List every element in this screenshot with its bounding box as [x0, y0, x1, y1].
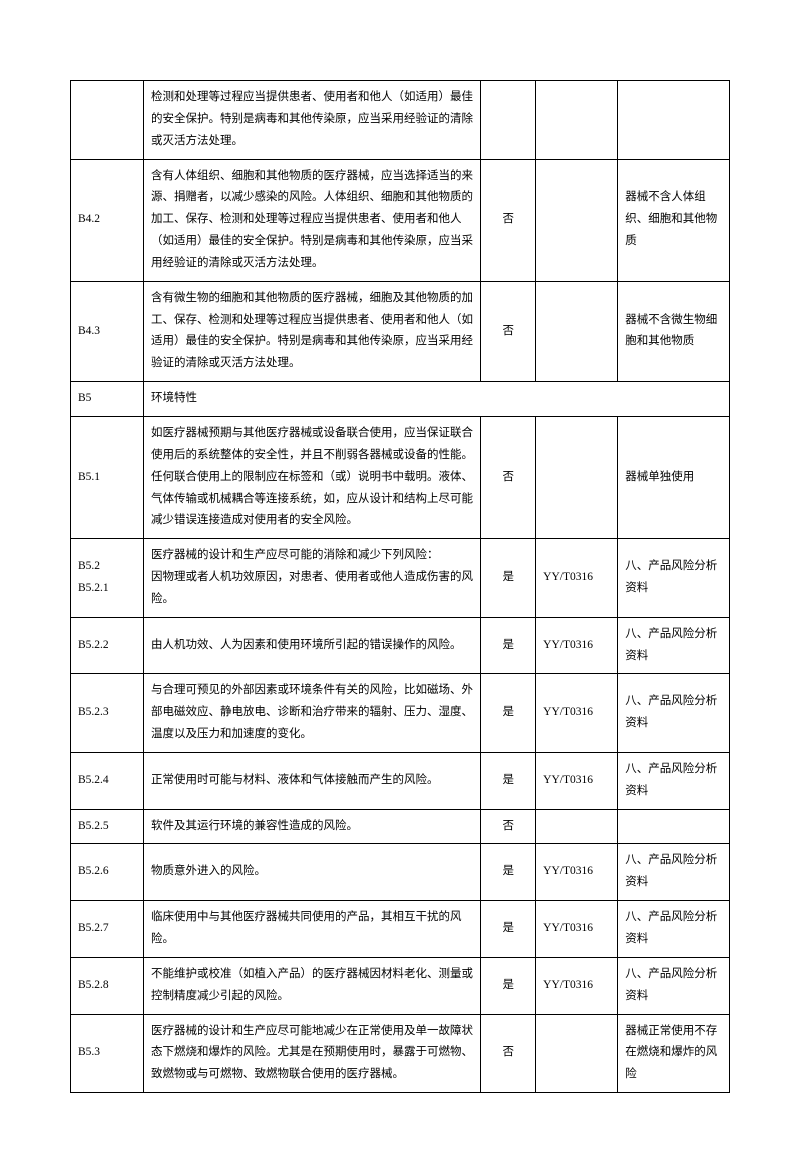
requirements-table: 检测和处理等过程应当提供患者、使用者和他人（如适用）最佳的安全保护。特别是病毒和…	[70, 80, 730, 1093]
row-id: B5.2.4	[71, 752, 144, 809]
section-header: 环境特性	[143, 382, 729, 417]
row-id: B5	[71, 382, 144, 417]
row-desc: 软件及其运行环境的兼容性造成的风险。	[143, 809, 480, 844]
row-yn	[481, 81, 536, 160]
row-id	[71, 81, 144, 160]
row-id: B5.2.5	[71, 809, 144, 844]
row-std	[536, 281, 618, 381]
row-desc: 临床使用中与其他医疗器械共同使用的产品，其相互干扰的风险。	[143, 901, 480, 958]
row-id: B5.2.7	[71, 901, 144, 958]
row-std: YY/T0316	[536, 752, 618, 809]
row-desc: 不能维护或校准（如植入产品）的医疗器械因材料老化、测量或控制精度减少引起的风险。	[143, 957, 480, 1014]
row-doc: 器械正常使用不存在燃烧和爆炸的风险	[618, 1014, 730, 1093]
row-desc: 正常使用时可能与材料、液体和气体接触而产生的风险。	[143, 752, 480, 809]
row-std	[536, 416, 618, 538]
table-row: B5.2.8不能维护或校准（如植入产品）的医疗器械因材料老化、测量或控制精度减少…	[71, 957, 730, 1014]
row-desc: 医疗器械的设计和生产应尽可能地减少在正常使用及单一故障状态下燃烧和爆炸的风险。尤…	[143, 1014, 480, 1093]
row-id: B5.2 B5.2.1	[71, 539, 144, 618]
row-yn: 是	[481, 752, 536, 809]
row-doc: 器械不含人体组织、细胞和其他物质	[618, 159, 730, 281]
row-std: YY/T0316	[536, 617, 618, 674]
table-row: B5.2.7临床使用中与其他医疗器械共同使用的产品，其相互干扰的风险。是YY/T…	[71, 901, 730, 958]
row-yn: 是	[481, 674, 536, 753]
row-doc: 八、产品风险分析资料	[618, 752, 730, 809]
row-std	[536, 809, 618, 844]
row-yn: 是	[481, 957, 536, 1014]
row-id: B4.2	[71, 159, 144, 281]
table-row: B5.2.5软件及其运行环境的兼容性造成的风险。否	[71, 809, 730, 844]
row-yn: 是	[481, 539, 536, 618]
table-row: 检测和处理等过程应当提供患者、使用者和他人（如适用）最佳的安全保护。特别是病毒和…	[71, 81, 730, 160]
row-desc: 检测和处理等过程应当提供患者、使用者和他人（如适用）最佳的安全保护。特别是病毒和…	[143, 81, 480, 160]
table-row: B5.2.3与合理可预见的外部因素或环境条件有关的风险，比如磁场、外部电磁效应、…	[71, 674, 730, 753]
row-desc: 与合理可预见的外部因素或环境条件有关的风险，比如磁场、外部电磁效应、静电放电、诊…	[143, 674, 480, 753]
table-row: B4.3含有微生物的细胞和其他物质的医疗器械，细胞及其他物质的加工、保存、检测和…	[71, 281, 730, 381]
row-desc: 由人机功效、人为因素和使用环境所引起的错误操作的风险。	[143, 617, 480, 674]
row-yn: 否	[481, 809, 536, 844]
table-row: B5环境特性	[71, 382, 730, 417]
row-yn: 否	[481, 416, 536, 538]
row-id: B5.2.6	[71, 844, 144, 901]
row-doc: 器械不含微生物细胞和其他物质	[618, 281, 730, 381]
row-desc: 如医疗器械预期与其他医疗器械或设备联合使用，应当保证联合使用后的系统整体的安全性…	[143, 416, 480, 538]
row-doc: 八、产品风险分析资料	[618, 901, 730, 958]
table-row: B5.2.4正常使用时可能与材料、液体和气体接触而产生的风险。是YY/T0316…	[71, 752, 730, 809]
row-yn: 否	[481, 281, 536, 381]
table-row: B4.2含有人体组织、细胞和其他物质的医疗器械，应当选择适当的来源、捐赠者，以减…	[71, 159, 730, 281]
row-std: YY/T0316	[536, 844, 618, 901]
table-row: B5.2 B5.2.1医疗器械的设计和生产应尽可能的消除和减少下列风险： 因物理…	[71, 539, 730, 618]
row-desc: 含有微生物的细胞和其他物质的医疗器械，细胞及其他物质的加工、保存、检测和处理等过…	[143, 281, 480, 381]
row-desc: 医疗器械的设计和生产应尽可能的消除和减少下列风险： 因物理或者人机功效原因，对患…	[143, 539, 480, 618]
row-std	[536, 159, 618, 281]
row-yn: 是	[481, 901, 536, 958]
row-std	[536, 81, 618, 160]
row-id: B5.2.8	[71, 957, 144, 1014]
row-desc: 含有人体组织、细胞和其他物质的医疗器械，应当选择适当的来源、捐赠者，以减少感染的…	[143, 159, 480, 281]
row-id: B4.3	[71, 281, 144, 381]
row-std: YY/T0316	[536, 901, 618, 958]
row-doc: 八、产品风险分析资料	[618, 674, 730, 753]
row-doc: 八、产品风险分析资料	[618, 957, 730, 1014]
row-yn: 是	[481, 844, 536, 901]
row-id: B5.3	[71, 1014, 144, 1093]
row-std: YY/T0316	[536, 539, 618, 618]
table-row: B5.2.2由人机功效、人为因素和使用环境所引起的错误操作的风险。是YY/T03…	[71, 617, 730, 674]
table-row: B5.3医疗器械的设计和生产应尽可能地减少在正常使用及单一故障状态下燃烧和爆炸的…	[71, 1014, 730, 1093]
row-std: YY/T0316	[536, 674, 618, 753]
row-doc: 八、产品风险分析资料	[618, 539, 730, 618]
row-id: B5.1	[71, 416, 144, 538]
row-std: YY/T0316	[536, 957, 618, 1014]
row-id: B5.2.2	[71, 617, 144, 674]
row-doc	[618, 809, 730, 844]
row-desc: 物质意外进入的风险。	[143, 844, 480, 901]
row-std	[536, 1014, 618, 1093]
row-yn: 否	[481, 159, 536, 281]
row-doc: 八、产品风险分析资料	[618, 844, 730, 901]
row-doc	[618, 81, 730, 160]
row-doc: 八、产品风险分析资料	[618, 617, 730, 674]
row-doc: 器械单独使用	[618, 416, 730, 538]
table-row: B5.2.6物质意外进入的风险。是YY/T0316八、产品风险分析资料	[71, 844, 730, 901]
table-row: B5.1如医疗器械预期与其他医疗器械或设备联合使用，应当保证联合使用后的系统整体…	[71, 416, 730, 538]
row-id: B5.2.3	[71, 674, 144, 753]
row-yn: 否	[481, 1014, 536, 1093]
row-yn: 是	[481, 617, 536, 674]
